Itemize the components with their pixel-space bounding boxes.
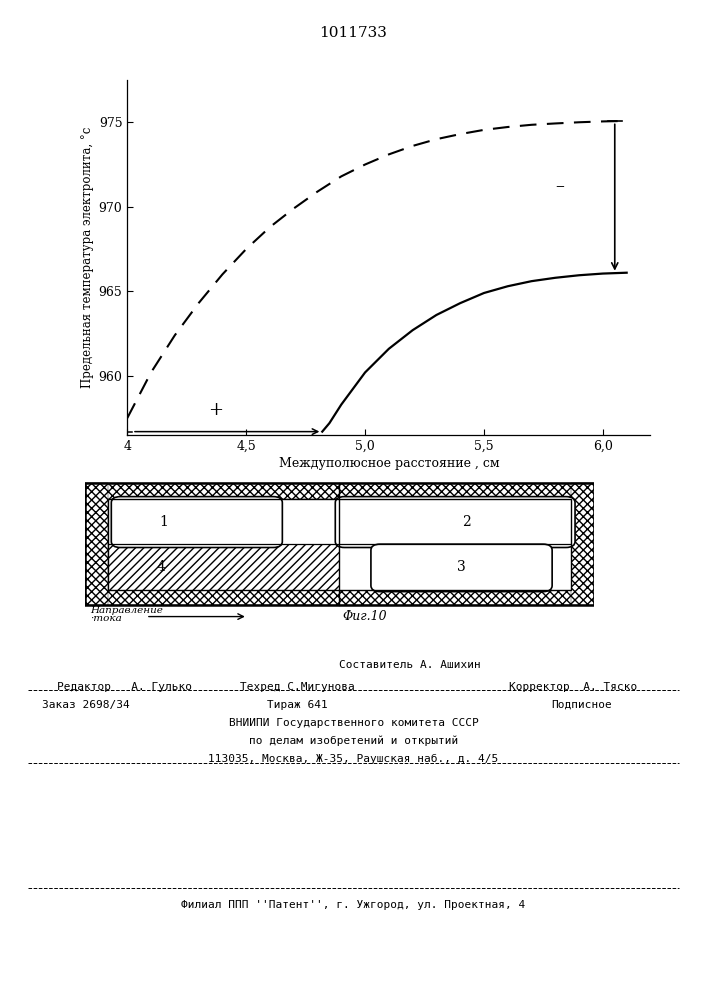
Text: 4: 4 <box>157 560 165 574</box>
Text: Техред С.Мигунова: Техред С.Мигунова <box>240 682 354 692</box>
Text: Заказ 2698/34: Заказ 2698/34 <box>42 700 130 710</box>
Polygon shape <box>571 483 594 605</box>
Text: Составитель А. Ашихин: Составитель А. Ашихин <box>339 660 481 670</box>
Polygon shape <box>85 590 594 605</box>
Y-axis label: Предельная температура электролита, °с: Предельная температура электролита, °с <box>81 127 94 388</box>
Text: Подписное: Подписное <box>551 700 612 710</box>
Text: 1: 1 <box>159 515 168 529</box>
Polygon shape <box>339 499 571 544</box>
Polygon shape <box>339 544 571 590</box>
X-axis label: Междуполюсное расстояние , см: Междуполюсное расстояние , см <box>279 457 499 470</box>
Text: Корректор  А. Тяско: Корректор А. Тяско <box>509 682 637 692</box>
Text: 113035, Москва, Ж-35, Раушская наб., д. 4/5: 113035, Москва, Ж-35, Раушская наб., д. … <box>209 754 498 764</box>
Text: Филиал ППП ''Патент'', г. Ужгород, ул. Проектная, 4: Филиал ППП ''Патент'', г. Ужгород, ул. П… <box>182 900 525 910</box>
Text: Тираж 641: Тираж 641 <box>267 700 327 710</box>
Text: по делам изобретений и открытий: по делам изобретений и открытий <box>249 736 458 746</box>
Text: 3: 3 <box>457 560 466 574</box>
FancyBboxPatch shape <box>371 544 552 592</box>
Polygon shape <box>107 499 571 590</box>
Text: ВНИИПИ Государственного комитета СССР: ВНИИПИ Государственного комитета СССР <box>228 718 479 728</box>
Polygon shape <box>85 483 107 605</box>
FancyBboxPatch shape <box>111 497 282 548</box>
Polygon shape <box>107 544 339 590</box>
Text: +: + <box>208 401 223 419</box>
Text: ·тока: ·тока <box>90 614 122 623</box>
Text: 1011733: 1011733 <box>320 26 387 40</box>
FancyBboxPatch shape <box>335 497 575 548</box>
Text: Φиг.10: Φиг.10 <box>342 610 387 623</box>
Polygon shape <box>85 483 594 499</box>
Text: –: – <box>556 178 564 196</box>
Text: 2: 2 <box>462 515 471 529</box>
Text: Направление: Направление <box>90 606 163 615</box>
Text: Редактор   А. Гулько: Редактор А. Гулько <box>57 682 192 692</box>
Text: Φиг.9: Φиг.9 <box>370 513 407 526</box>
